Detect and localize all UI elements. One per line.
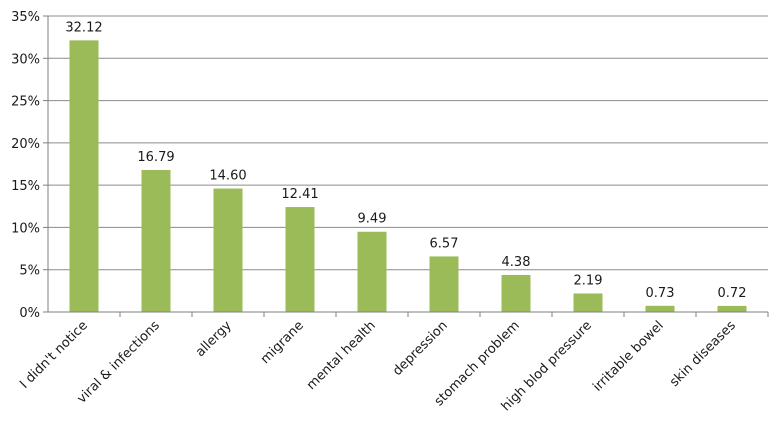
x-axis <box>47 16 769 317</box>
bar <box>213 188 243 312</box>
y-tick-label: 5% <box>19 264 40 279</box>
data-label: 6.57 <box>430 236 459 251</box>
category-label: skin diseases <box>667 318 739 390</box>
bar <box>573 293 603 312</box>
category-label: irritable bowel <box>590 318 667 395</box>
bars <box>69 40 747 313</box>
bar <box>357 231 387 312</box>
category-label: migrane <box>258 318 307 367</box>
bar <box>429 256 459 312</box>
data-label: 32.12 <box>65 20 102 35</box>
data-label: 12.41 <box>281 187 318 202</box>
bar <box>141 170 171 312</box>
data-labels: 32.12 16.79 14.60 12.41 9.49 6.57 4.38 2.19 0.73… <box>65 20 746 301</box>
category-label: depression <box>390 318 451 379</box>
data-label: 4.38 <box>502 255 531 270</box>
y-tick-label: 15% <box>11 179 40 194</box>
data-label: 9.49 <box>358 212 387 227</box>
category-label: I didn't notice <box>17 318 91 392</box>
bar <box>285 207 315 312</box>
data-label: 16.79 <box>137 150 174 165</box>
bar <box>717 305 747 312</box>
y-tick-label: 10% <box>11 221 40 236</box>
y-tick-label: 30% <box>11 52 40 67</box>
category-label: allergy <box>193 318 235 360</box>
category-label: mental health <box>304 318 379 393</box>
data-label: 2.19 <box>574 273 603 288</box>
data-label: 14.60 <box>209 169 246 184</box>
y-tick-label: 35% <box>11 10 40 25</box>
y-tick-label: 0% <box>19 306 40 321</box>
data-label: 0.73 <box>646 286 675 301</box>
bar <box>501 274 531 312</box>
y-tick-label: 20% <box>11 137 40 152</box>
bar <box>645 305 675 312</box>
bar <box>69 40 99 313</box>
y-tick-label: 25% <box>11 95 40 110</box>
y-axis-ticks: 0% 5% 10% 15% 20% 25% 30% 35% <box>11 10 48 321</box>
data-label: 0.72 <box>718 286 747 301</box>
